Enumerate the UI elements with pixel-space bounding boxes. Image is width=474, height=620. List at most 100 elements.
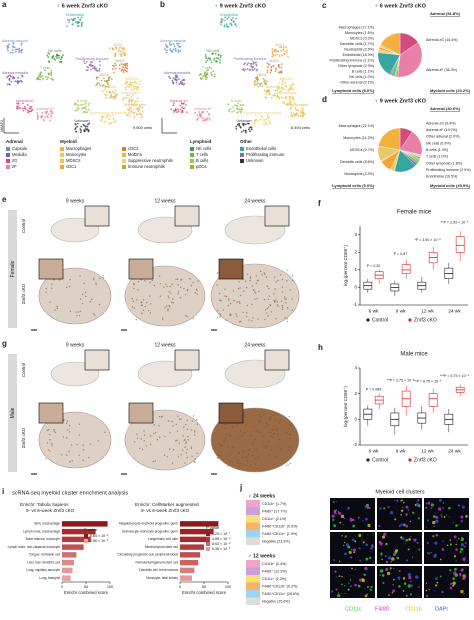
stain	[175, 278, 177, 281]
stain	[195, 288, 198, 291]
umap-point	[203, 72, 206, 75]
umap-point	[299, 115, 302, 118]
umap-point	[114, 94, 117, 97]
signal	[379, 507, 382, 510]
signal	[443, 515, 446, 518]
stain	[284, 317, 286, 319]
signal	[434, 577, 438, 580]
signal	[454, 567, 457, 571]
stain	[268, 418, 271, 421]
cluster-block	[246, 530, 260, 538]
umap-point	[283, 50, 286, 53]
stain	[152, 460, 154, 463]
signal	[345, 543, 349, 547]
stain	[270, 311, 273, 313]
stain	[250, 464, 252, 467]
slice-label: Neutrophils (2.5%)	[344, 47, 374, 51]
signal	[332, 501, 335, 503]
umap-point	[114, 62, 117, 65]
umap-point	[177, 110, 180, 113]
stain	[236, 462, 239, 464]
umap-point	[266, 123, 268, 126]
stain	[242, 290, 245, 292]
slice-label: Other lymphoid (2.9%)	[338, 64, 374, 68]
umap-point	[113, 97, 116, 100]
stain	[242, 311, 244, 313]
slice-value: (2.9%)	[363, 64, 374, 68]
signal	[455, 524, 458, 527]
stain	[92, 279, 95, 281]
signal	[446, 514, 448, 516]
panel-title: Myeloid cell clusters	[375, 489, 424, 495]
stain	[219, 454, 222, 457]
signal	[435, 533, 439, 537]
group-label: Lymphoid cells (5.0%)	[332, 88, 375, 93]
p-value: P = 0.87	[394, 252, 407, 256]
umap-point	[120, 69, 123, 72]
umap-point	[51, 56, 54, 58]
umap-point	[289, 95, 292, 98]
umap-point	[126, 64, 129, 67]
cluster-label: pDCs	[100, 73, 109, 77]
signal	[405, 543, 407, 545]
stain	[177, 293, 179, 295]
umap-point	[13, 46, 16, 49]
signal	[425, 503, 427, 505]
stain	[230, 314, 232, 316]
stain	[225, 319, 228, 322]
umap-point	[74, 127, 77, 129]
umap-point	[123, 47, 125, 50]
stain	[193, 434, 196, 436]
slice-value: (0.9%)	[440, 141, 451, 145]
umap-point	[112, 114, 115, 117]
umap-point	[290, 106, 292, 109]
umap-point	[83, 103, 86, 106]
umap-point	[169, 77, 172, 80]
signal	[465, 556, 467, 559]
umap-point	[199, 73, 202, 76]
umap-point	[210, 74, 213, 77]
umap-point	[103, 79, 106, 82]
umap-point	[74, 102, 77, 104]
signal	[432, 515, 436, 518]
umap-point	[120, 50, 122, 53]
cluster-label: MoDCs	[266, 85, 278, 89]
umap-point	[87, 66, 90, 69]
slice-value: (3.3%)	[363, 172, 374, 176]
signal	[453, 535, 457, 539]
stain	[265, 422, 267, 424]
stain	[171, 283, 173, 285]
umap-point	[275, 50, 278, 53]
umap-point	[276, 89, 279, 92]
slice-value: (2.5%)	[363, 47, 374, 51]
cluster-label: pDCs	[258, 73, 267, 77]
stain	[182, 449, 184, 451]
umap-point	[122, 52, 124, 54]
umap-point	[130, 96, 132, 99]
signal	[337, 593, 341, 598]
umap-point	[174, 78, 177, 80]
umap-point	[260, 114, 263, 117]
umap-point	[80, 125, 83, 128]
umap-point	[246, 122, 249, 125]
stain	[159, 436, 161, 438]
stain	[219, 445, 221, 447]
stain	[266, 312, 268, 314]
panel-label: f	[318, 199, 321, 208]
legend-title: P value	[84, 527, 98, 532]
signal	[357, 584, 361, 588]
umap-point	[302, 114, 304, 117]
bar-label: Lung, basophil	[39, 576, 60, 580]
umap-point	[122, 63, 125, 66]
umap-point	[85, 102, 87, 105]
stain	[177, 291, 180, 293]
stain	[178, 418, 181, 420]
signal	[405, 538, 409, 542]
umap-point	[170, 49, 172, 52]
umap-point	[281, 97, 284, 100]
signal	[460, 547, 464, 551]
stain	[233, 299, 235, 302]
panel-label: h	[318, 343, 323, 352]
stain	[264, 318, 266, 321]
stain	[141, 448, 144, 451]
